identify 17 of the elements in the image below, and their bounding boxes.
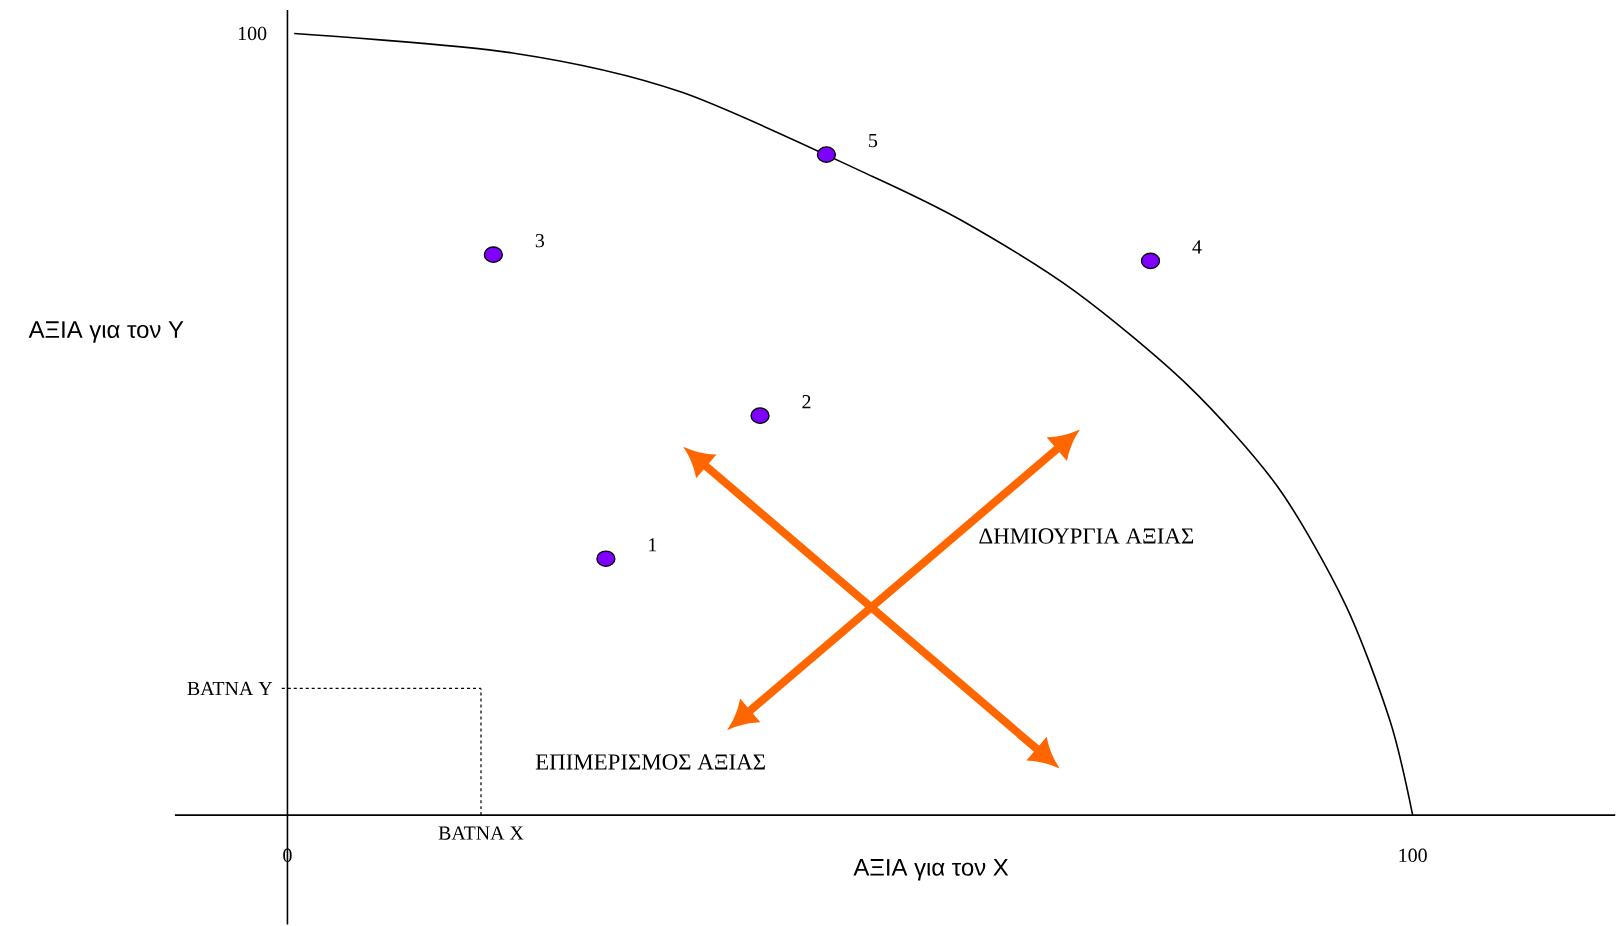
annotation: 100 <box>238 26 267 41</box>
point <box>750 407 770 425</box>
annotation: ΔΗΜΙΟΥΡΓΙΑ ΑΞΙΑΣ <box>979 528 1194 544</box>
ref-line-label: BATNA Y <box>187 682 273 696</box>
ref-line-label: BATNA X <box>438 826 524 840</box>
annotation: 2 <box>802 395 811 409</box>
point <box>596 550 616 568</box>
annotation: 4 <box>1192 240 1202 254</box>
point <box>816 146 837 164</box>
x-axis-title: ΑΞΙΑ για τον Χ <box>853 859 1009 881</box>
annotation: ΕΠΙΜΕΡΙΣΜΟΣ ΑΞΙΑΣ <box>535 754 765 770</box>
annotation: 1 <box>649 538 657 552</box>
annotation: 5 <box>869 134 878 148</box>
annotation: 3 <box>535 234 545 248</box>
point <box>1140 252 1161 270</box>
y-axis-title: ΑΞΙΑ για τον Υ <box>28 321 184 343</box>
point <box>483 246 504 264</box>
